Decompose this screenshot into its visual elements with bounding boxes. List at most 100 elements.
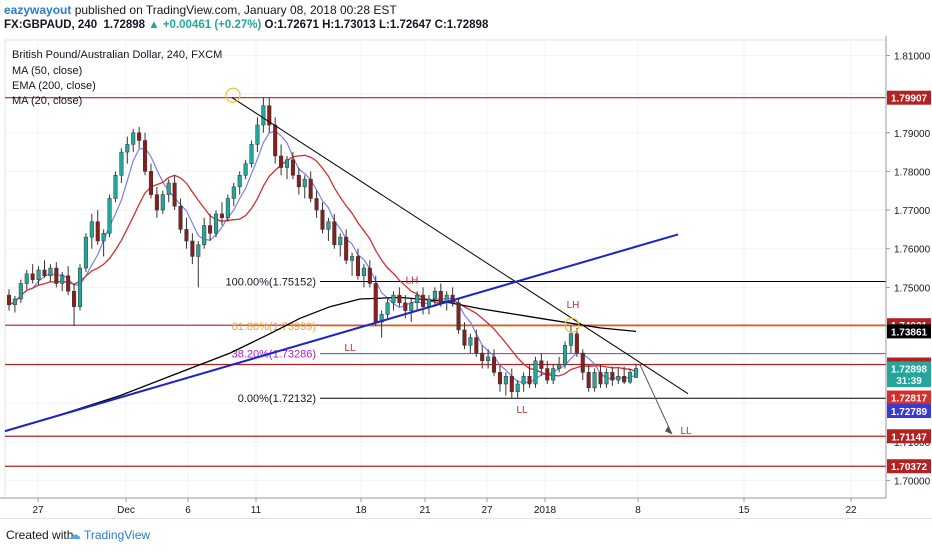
x-tick-label: 6 bbox=[185, 505, 191, 516]
candle-up bbox=[83, 236, 88, 269]
candle-up bbox=[385, 302, 390, 315]
ohlc-high: 1.73013 bbox=[334, 19, 376, 31]
ohlc-close: 1.72898 bbox=[446, 19, 489, 31]
ma50-line bbox=[8, 154, 637, 377]
candle-down bbox=[332, 221, 337, 246]
candle-up bbox=[426, 298, 431, 307]
candle-up bbox=[237, 175, 242, 188]
candle-down bbox=[421, 294, 426, 307]
candle-down bbox=[219, 213, 224, 219]
tradingview-logo[interactable]: ☁ TradingView bbox=[68, 527, 150, 543]
candle-down bbox=[580, 352, 585, 373]
price-tag-label: 1.70372 bbox=[891, 462, 928, 473]
candle-down bbox=[148, 171, 153, 195]
price-tag-box[interactable] bbox=[887, 90, 931, 105]
trend-drawings[interactable] bbox=[4, 87, 689, 435]
candle-down bbox=[574, 333, 579, 354]
candle-up bbox=[521, 376, 526, 385]
footer: Created with ☁ TradingView bbox=[0, 518, 932, 551]
price-tag-label: 1.71147 bbox=[891, 432, 927, 443]
ohlc-low: 1.72647 bbox=[389, 19, 432, 31]
price-tag-label: 1.72817 bbox=[891, 394, 928, 405]
arrow-head-icon bbox=[665, 426, 672, 435]
candle-up bbox=[284, 159, 290, 168]
candle-up bbox=[604, 372, 609, 385]
price-tag-label: 1.72789 bbox=[891, 407, 928, 418]
candle-up bbox=[113, 175, 118, 199]
candle-up bbox=[24, 273, 29, 284]
swing-high-circle bbox=[564, 317, 580, 333]
fib-level-label: 0.00%(1.72132) bbox=[238, 393, 316, 405]
downtrend-line[interactable] bbox=[231, 97, 689, 395]
candles bbox=[6, 97, 639, 399]
ohlc-high-label: H: bbox=[322, 19, 335, 31]
candle-down bbox=[497, 372, 502, 385]
candle-down bbox=[509, 376, 514, 392]
price-tag-label: 31:39 bbox=[896, 376, 922, 387]
fibonacci-retracement[interactable]: 100.00%(1.75152) 61.80%(1.73999) 38.20%(1.… bbox=[225, 276, 886, 405]
candle-down bbox=[308, 178, 313, 199]
candle-up bbox=[361, 267, 366, 277]
candle-up bbox=[196, 244, 201, 257]
candle-up bbox=[562, 345, 568, 365]
candle-up bbox=[468, 337, 473, 346]
x-tick-label: 18 bbox=[355, 505, 367, 516]
price-tag-box[interactable] bbox=[887, 324, 931, 339]
candle-up bbox=[551, 368, 556, 381]
candle-down bbox=[6, 294, 12, 306]
ohlc-low-label: L: bbox=[379, 19, 390, 31]
x-tick-label: 15 bbox=[738, 505, 750, 516]
y-tick-label: 1.70000 bbox=[894, 477, 931, 488]
candle-down bbox=[438, 290, 443, 304]
price-chart[interactable]: 100.00%(1.75152) 61.80%(1.73999) 38.20%(1.… bbox=[0, 36, 932, 518]
author-link[interactable]: eazywayout bbox=[4, 3, 72, 17]
price-tag-box[interactable] bbox=[887, 459, 931, 474]
candle-up bbox=[533, 360, 538, 385]
x-tick-label: 27 bbox=[32, 505, 44, 516]
price-tag-box[interactable] bbox=[887, 373, 931, 388]
candle-down bbox=[66, 275, 71, 292]
time-axis[interactable]: 27 Dec 6 11 18 21 27 2018 8 15 22 bbox=[0, 497, 886, 516]
projection-arrow-line bbox=[639, 364, 673, 435]
candle-up bbox=[18, 283, 23, 300]
x-tick-label: 11 bbox=[251, 505, 262, 516]
candle-up bbox=[202, 225, 207, 246]
price-tag-box[interactable] bbox=[887, 404, 931, 419]
candle-up bbox=[160, 194, 165, 211]
price-tag-label: 1.72898 bbox=[891, 365, 928, 376]
y-tick-label: 1.75000 bbox=[894, 283, 931, 294]
y-tick-label: 1.79000 bbox=[894, 129, 931, 140]
candle-down bbox=[344, 236, 349, 261]
candle-up bbox=[36, 269, 41, 280]
fib-level-label: 100.00%(1.75152) bbox=[225, 276, 316, 288]
symbol-label: FX:GBPAUD, 240 bbox=[4, 19, 98, 31]
candle-down bbox=[598, 372, 603, 385]
price-tag-box[interactable] bbox=[887, 361, 931, 376]
last-price: 1.72898 bbox=[103, 19, 146, 31]
price-tag-label: 1.73861 bbox=[891, 327, 928, 338]
candle-up bbox=[515, 383, 520, 392]
candle-down bbox=[137, 132, 142, 141]
uptrend-line[interactable] bbox=[4, 233, 679, 433]
candle-up bbox=[225, 198, 230, 219]
horizontal-levels bbox=[5, 97, 886, 467]
candle-down bbox=[527, 376, 532, 385]
candle-down bbox=[480, 352, 485, 362]
candle-down bbox=[314, 198, 319, 211]
price-tag-box[interactable] bbox=[887, 390, 931, 405]
candle-down bbox=[279, 155, 284, 168]
candle-down bbox=[296, 175, 301, 188]
y-tick-label: 1.77000 bbox=[894, 206, 931, 217]
price-axis[interactable]: 1.810001.800001.790001.780001.770001.760… bbox=[885, 36, 931, 498]
candle-down bbox=[42, 269, 47, 277]
price-tag-box[interactable] bbox=[887, 429, 931, 444]
candle-down bbox=[290, 159, 295, 176]
candle-down bbox=[474, 337, 479, 354]
candle-up bbox=[302, 178, 307, 188]
candle-down bbox=[178, 205, 183, 230]
candle-up bbox=[628, 372, 633, 383]
candle-down bbox=[492, 356, 497, 373]
candle-down bbox=[30, 273, 35, 280]
candle-up bbox=[48, 267, 53, 277]
candle-up bbox=[261, 105, 266, 126]
